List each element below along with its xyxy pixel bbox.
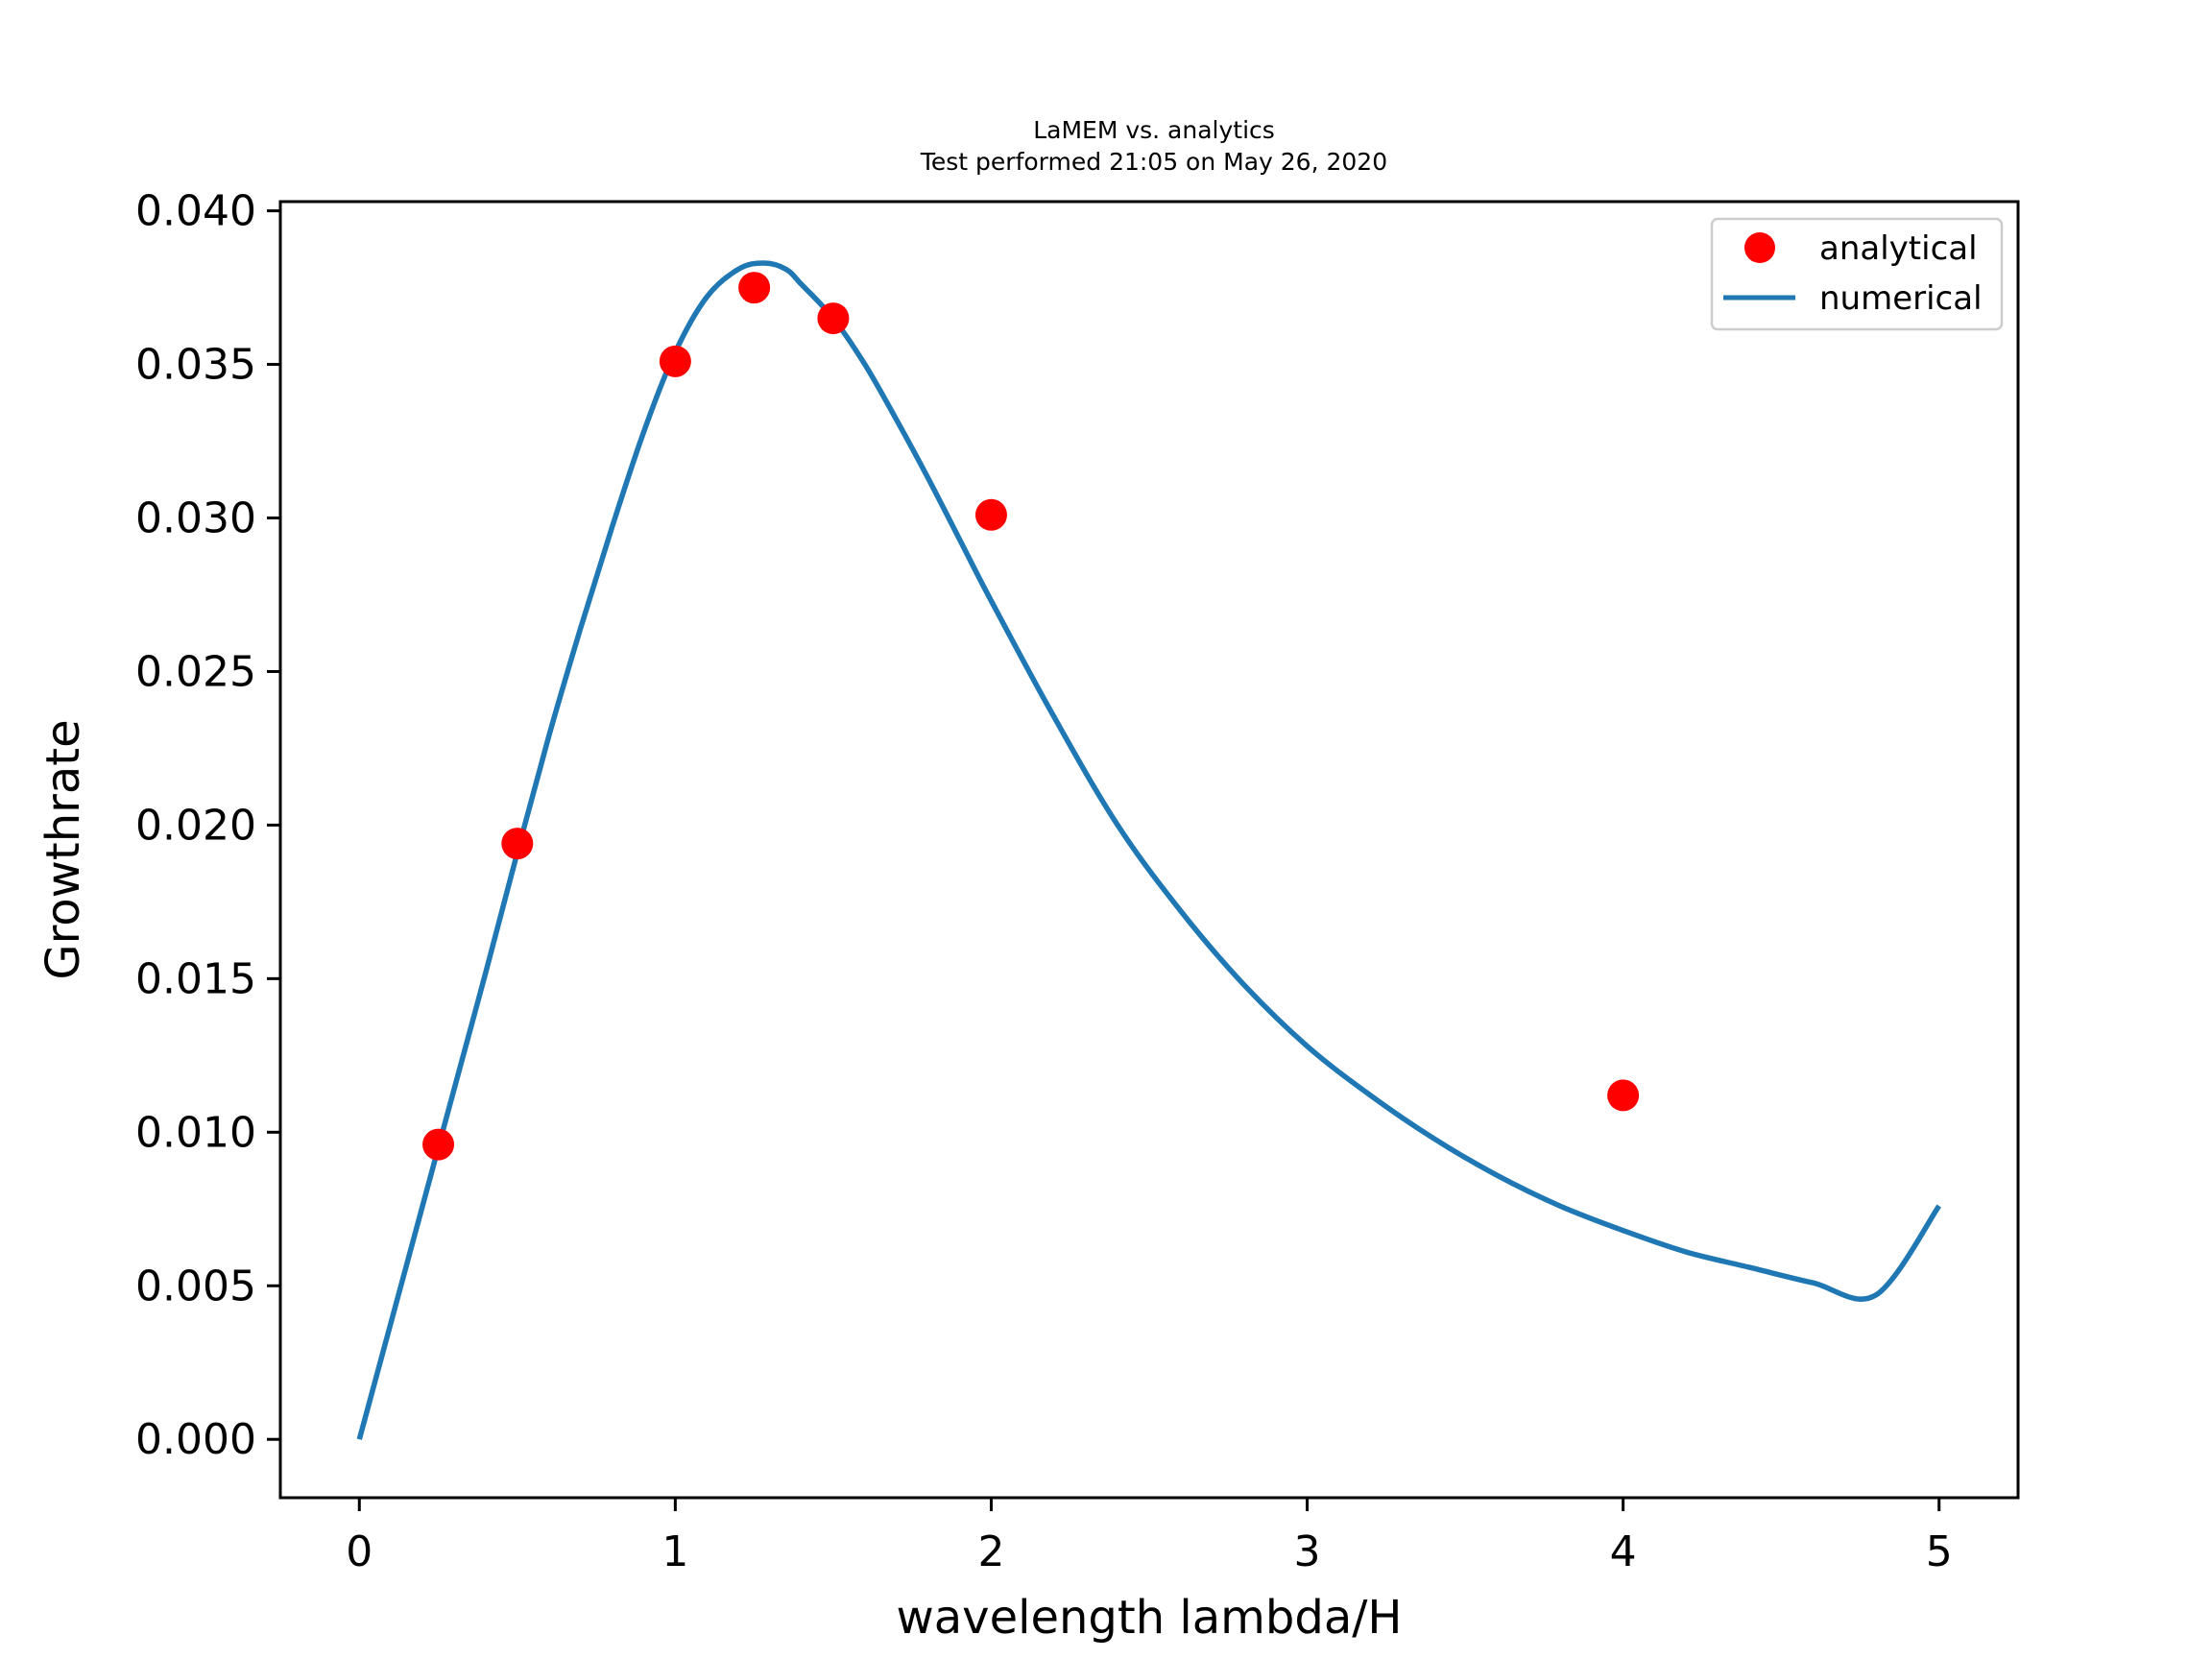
chart-title: LaMEM vs. analytics bbox=[1033, 116, 1275, 144]
legend-analytical-label: analytical bbox=[1819, 229, 1978, 268]
analytical-point bbox=[422, 1128, 455, 1161]
numerical-series-line bbox=[356, 260, 1941, 1440]
x-tick-label: 1 bbox=[661, 1527, 688, 1576]
analytical-point bbox=[738, 272, 771, 304]
y-tick-label: 0.010 bbox=[135, 1108, 256, 1157]
y-tick-label: 0.030 bbox=[135, 494, 256, 543]
y-tick-label: 0.015 bbox=[135, 954, 256, 1003]
x-axis: 0 1 2 3 4 5 bbox=[346, 1498, 1953, 1576]
axes-frame bbox=[278, 200, 2020, 1500]
x-axis-label: wavelength lambda/H bbox=[897, 1591, 1403, 1645]
x-tick-label: 4 bbox=[1610, 1527, 1637, 1576]
y-axis-label: Growthrate bbox=[36, 719, 90, 979]
y-tick-label: 0.000 bbox=[135, 1415, 256, 1464]
y-tick-label: 0.005 bbox=[135, 1262, 256, 1310]
chart-subtitle: Test performed 21:05 on May 26, 2020 bbox=[920, 148, 1387, 176]
legend: analytical numerical bbox=[1710, 217, 2004, 331]
y-axis: 0.000 0.005 0.010 0.015 0.020 0.025 0.030 0.035… bbox=[135, 187, 280, 1464]
legend-box bbox=[1710, 217, 2004, 331]
analytical-point bbox=[817, 302, 850, 335]
y-tick-label: 0.020 bbox=[135, 801, 256, 850]
x-tick-label: 2 bbox=[977, 1527, 1004, 1576]
legend-numerical-label: numerical bbox=[1819, 279, 1983, 318]
x-tick-label: 3 bbox=[1294, 1527, 1321, 1576]
analytical-point bbox=[974, 498, 1007, 531]
legend-analytical-marker bbox=[1744, 232, 1775, 263]
y-tick-label: 0.040 bbox=[135, 187, 256, 236]
x-tick-label: 5 bbox=[1926, 1527, 1953, 1576]
analytical-point bbox=[1607, 1079, 1640, 1112]
analytical-point bbox=[659, 345, 691, 377]
y-tick-label: 0.035 bbox=[135, 341, 256, 390]
plot-area bbox=[356, 260, 1941, 1440]
x-tick-label: 0 bbox=[346, 1527, 373, 1576]
analytical-point bbox=[501, 828, 534, 860]
y-tick-label: 0.025 bbox=[135, 647, 256, 696]
